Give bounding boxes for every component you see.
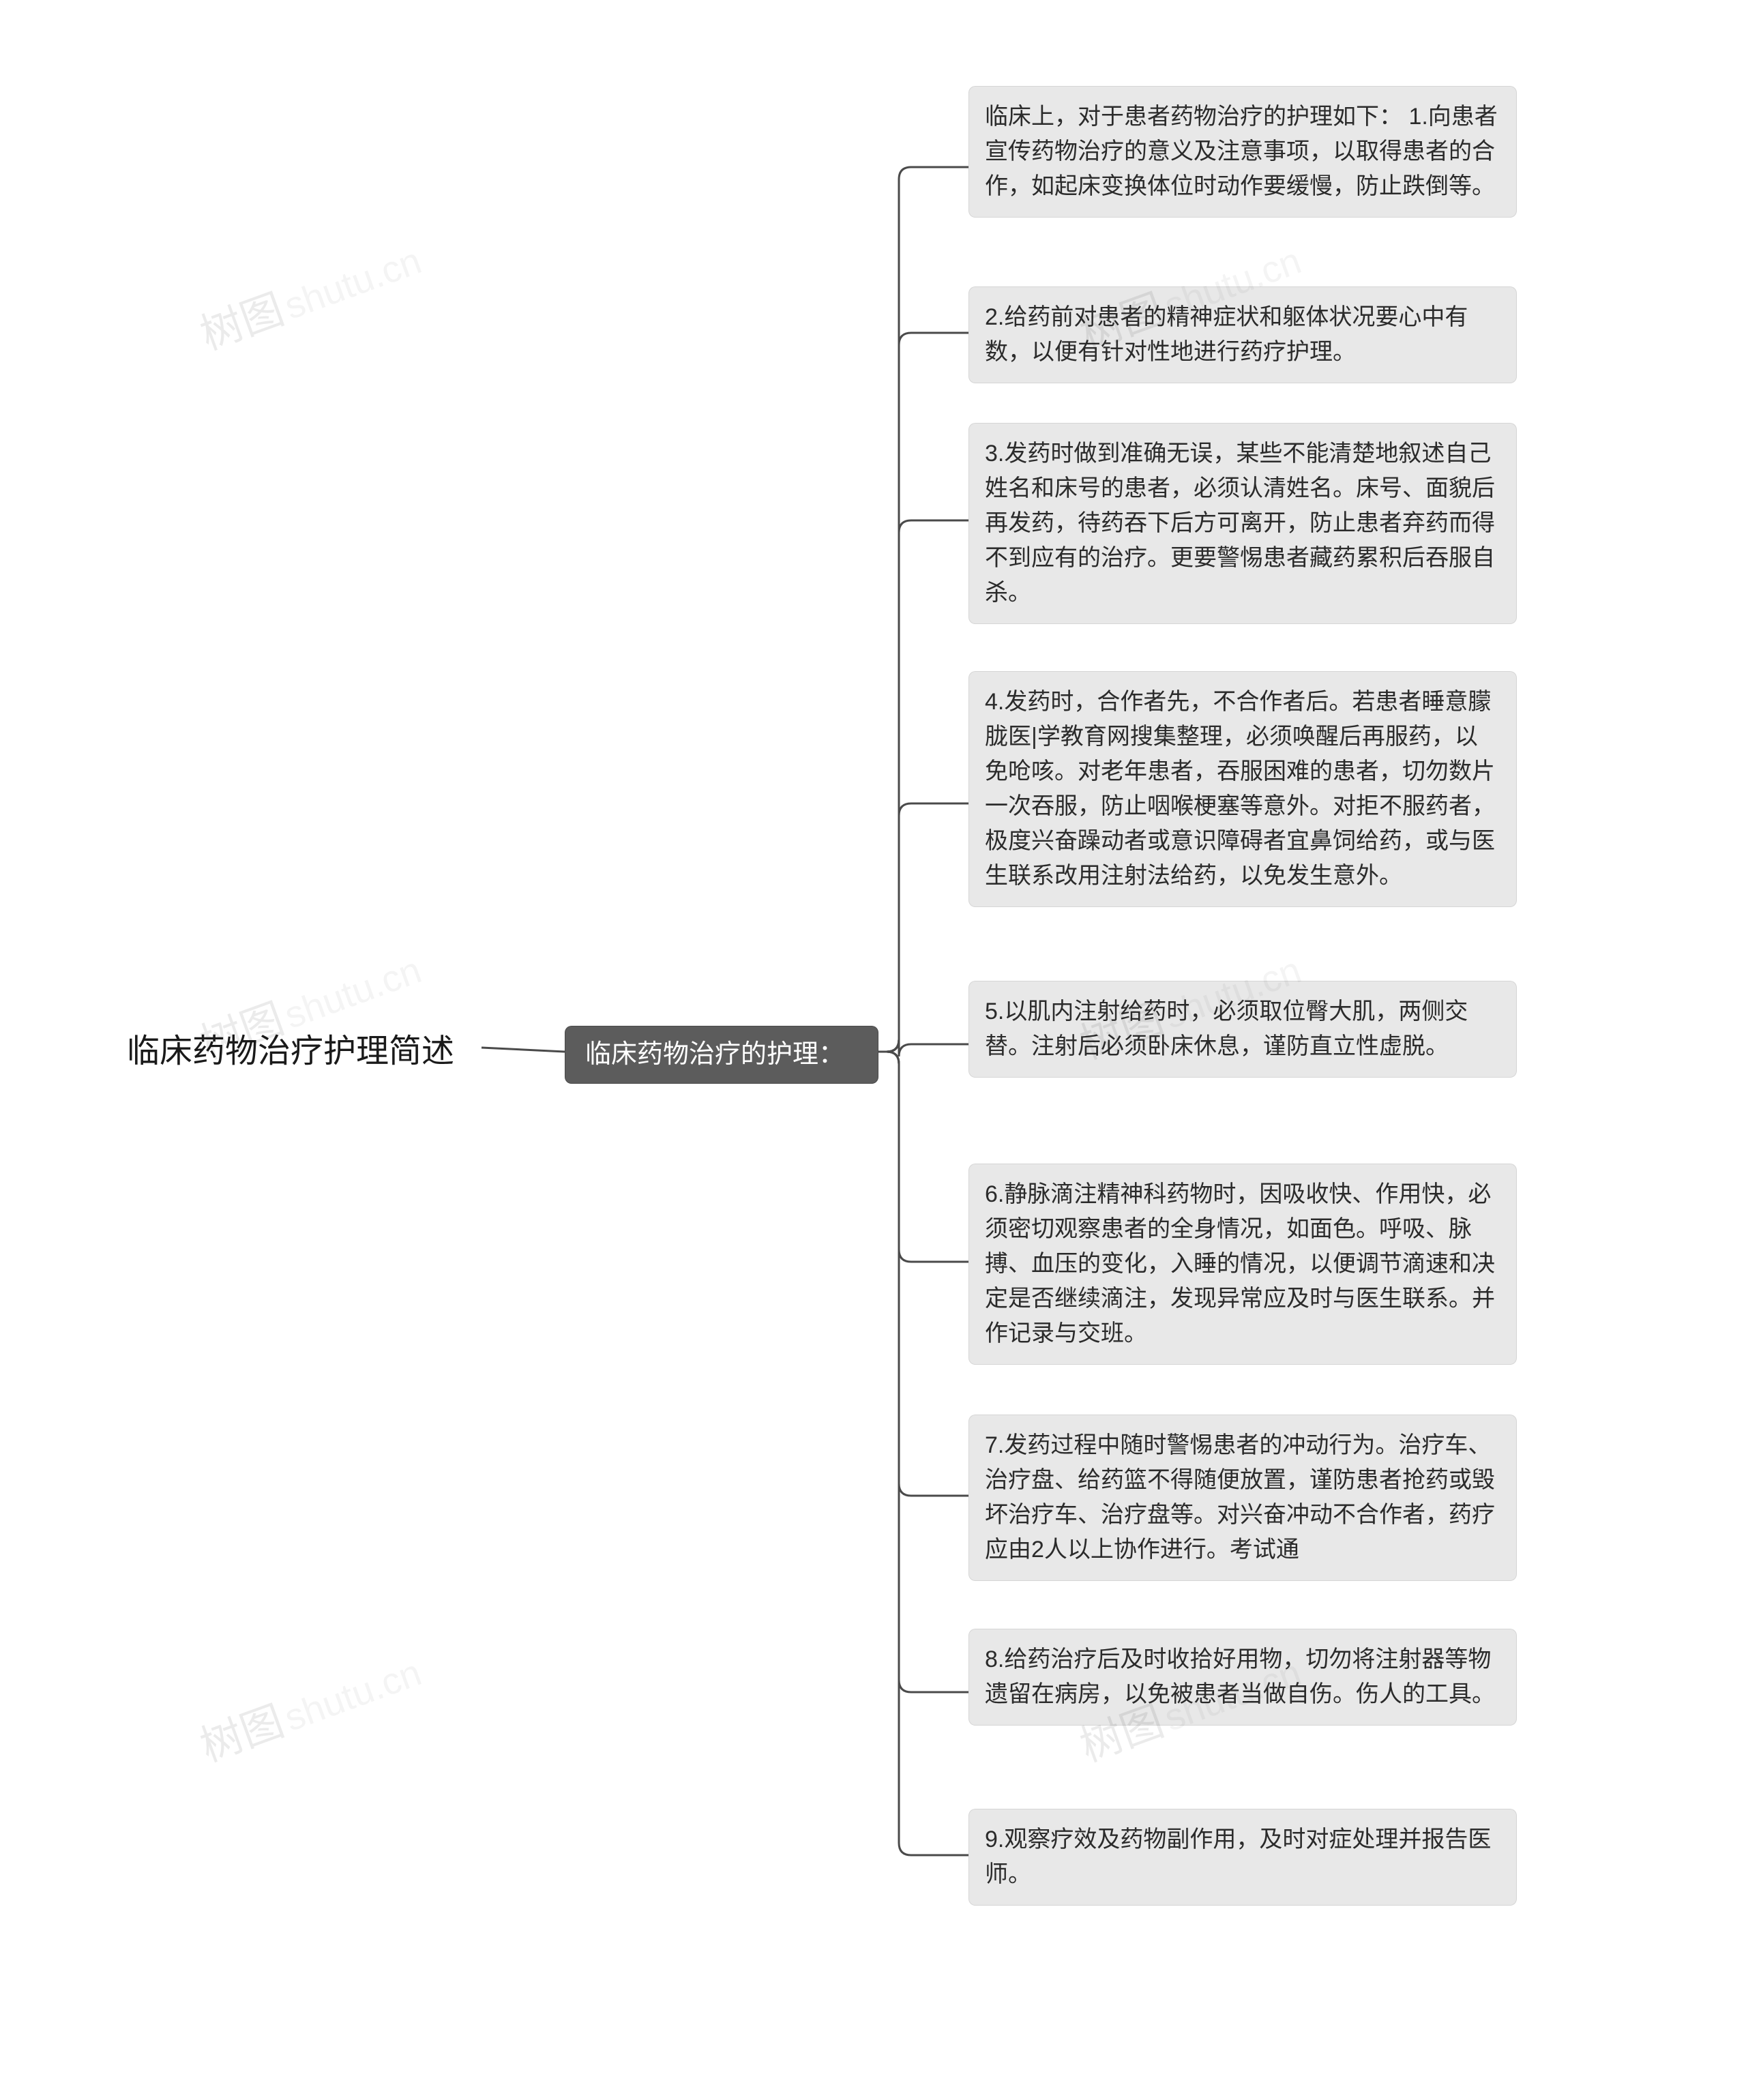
leaf-node[interactable]: 8.给药治疗后及时收拾好用物，切勿将注射器等物遗留在病房，以免被患者当做自伤。伤… [968,1629,1517,1726]
mid-node[interactable]: 临床药物治疗的护理： [565,1026,878,1084]
leaf-node[interactable]: 9.观察疗效及药物副作用，及时对症处理并报告医师。 [968,1809,1517,1906]
leaf-node-label: 2.给药前对患者的精神症状和躯体状况要心中有数，以便有针对性地进行药疗护理。 [985,300,1500,370]
leaf-node[interactable]: 临床上，对于患者药物治疗的护理如下： 1.向患者宣传药物治疗的意义及注意事项，以… [968,86,1517,218]
mid-node-label: 临床药物治疗的护理： [585,1038,844,1071]
leaf-node-label: 9.观察疗效及药物副作用，及时对症处理并报告医师。 [985,1822,1500,1892]
mindmap-canvas: 临床药物治疗护理简述 临床药物治疗的护理： 临床上，对于患者药物治疗的护理如下：… [0,0,1746,2100]
leaf-node[interactable]: 6.静脉滴注精神科药物时，因吸收快、作用快，必须密切观察患者的全身情况，如面色。… [968,1164,1517,1365]
root-node[interactable]: 临床药物治疗护理简述 [127,1027,482,1068]
watermark-text-main: 树图 [194,1698,290,1771]
leaf-node-label: 7.发药过程中随时警惕患者的冲动行为。治疗车、治疗盘、给药篮不得随便放置，谨防患… [985,1428,1500,1567]
watermark: 树图shutu.cn [190,225,428,361]
leaf-node-label: 3.发药时做到准确无误，某些不能清楚地叙述自己姓名和床号的患者，必须认清姓名。床… [985,437,1500,610]
root-node-label: 临床药物治疗护理简述 [127,1024,454,1071]
leaf-node-label: 临床上，对于患者药物治疗的护理如下： 1.向患者宣传药物治疗的意义及注意事项，以… [985,100,1500,204]
watermark-text-sub: shutu.cn [279,239,427,327]
leaf-node-label: 6.静脉滴注精神科药物时，因吸收快、作用快，必须密切观察患者的全身情况，如面色。… [985,1177,1500,1351]
leaf-node-label: 4.发药时，合作者先，不合作者后。若患者睡意朦胧医|学教育网搜集整理，必须唤醒后… [985,685,1500,893]
leaf-node[interactable]: 4.发药时，合作者先，不合作者后。若患者睡意朦胧医|学教育网搜集整理，必须唤醒后… [968,671,1517,907]
leaf-node[interactable]: 7.发药过程中随时警惕患者的冲动行为。治疗车、治疗盘、给药篮不得随便放置，谨防患… [968,1415,1517,1581]
leaf-node-label: 5.以肌内注射给药时，必须取位臀大肌，两侧交替。注射后必须卧床休息，谨防直立性虚… [985,994,1500,1064]
leaf-node-label: 8.给药治疗后及时收拾好用物，切勿将注射器等物遗留在病房，以免被患者当做自伤。伤… [985,1642,1500,1712]
watermark-text-sub: shutu.cn [279,1651,427,1739]
leaf-node[interactable]: 3.发药时做到准确无误，某些不能清楚地叙述自己姓名和床号的患者，必须认清姓名。床… [968,423,1517,624]
leaf-node[interactable]: 5.以肌内注射给药时，必须取位臀大肌，两侧交替。注射后必须卧床休息，谨防直立性虚… [968,981,1517,1078]
watermark: 树图shutu.cn [190,1637,428,1773]
leaf-node[interactable]: 2.给药前对患者的精神症状和躯体状况要心中有数，以便有针对性地进行药疗护理。 [968,286,1517,383]
watermark-text-main: 树图 [194,286,290,359]
